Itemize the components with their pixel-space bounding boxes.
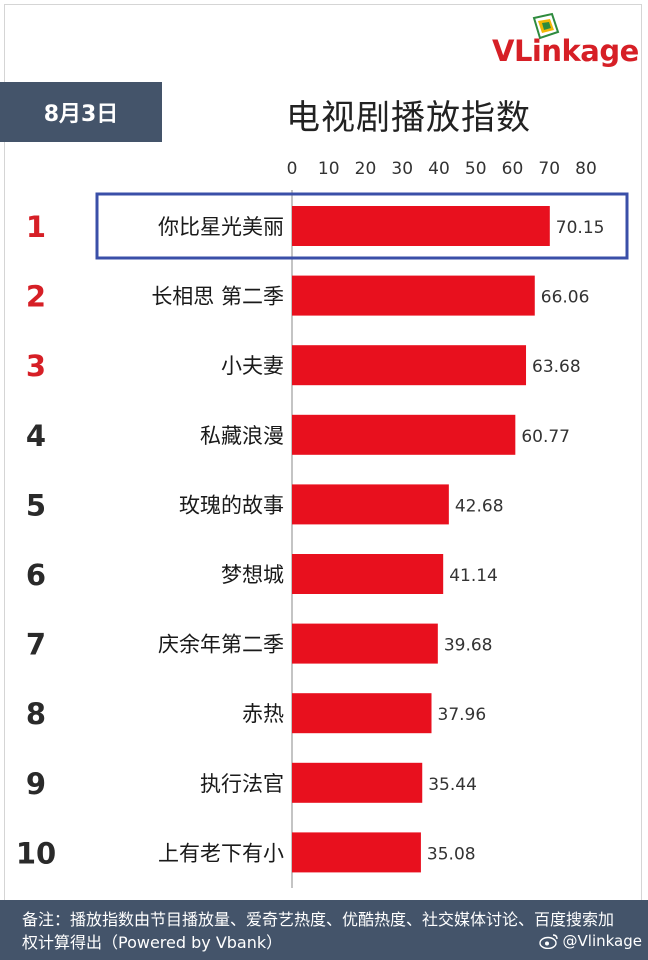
rank-number: 8 (26, 697, 46, 731)
category-label: 梦想城 (221, 563, 284, 587)
value-label: 70.15 (556, 218, 605, 238)
x-tick-label: 60 (502, 159, 524, 179)
weibo-watermark: @Vlinkage (538, 932, 642, 950)
category-label: 小夫妻 (221, 354, 284, 378)
bar (292, 832, 421, 873)
x-tick-label: 50 (465, 159, 487, 179)
rank-number: 3 (26, 349, 46, 383)
bar (292, 275, 535, 316)
x-tick-label: 70 (538, 159, 560, 179)
value-label: 35.08 (427, 844, 476, 864)
x-tick-label: 20 (355, 159, 377, 179)
category-label: 长相思 第二季 (151, 285, 284, 309)
date-badge: 8月3日 (0, 82, 162, 142)
chart-title: 电视剧播放指数 (286, 98, 531, 138)
bar (292, 484, 449, 525)
footer-note: 备注：播放指数由节目播放量、爱奇艺热度、优酷热度、社交媒体讨论、百度搜索加权计算… (0, 900, 648, 960)
value-label: 41.14 (449, 566, 498, 586)
bar (292, 693, 432, 734)
x-tick-label: 40 (428, 159, 450, 179)
bar (292, 345, 527, 386)
bar (292, 554, 444, 594)
category-label: 私藏浪漫 (200, 424, 284, 448)
value-label: 39.68 (444, 636, 493, 656)
x-tick-label: 0 (287, 159, 298, 179)
bar-chart: 0 10 20 30 40 50 60 70 80 1 你比星光美丽 70.15 2 长相思 第二季 66.… (16, 159, 629, 888)
vlinkage-logo: VLinkage (492, 12, 642, 72)
x-tick-label: 10 (318, 159, 340, 179)
value-label: 37.96 (438, 705, 487, 725)
logo-mark-icon (532, 12, 560, 40)
value-label: 42.68 (455, 496, 504, 516)
category-label: 执行法官 (200, 772, 284, 796)
footer-note-text: 备注：播放指数由节目播放量、爱奇艺热度、优酷热度、社交媒体讨论、百度搜索加权计算… (22, 910, 615, 952)
logo-text: VLinkage (492, 34, 639, 68)
bar (292, 206, 550, 246)
value-label: 66.06 (541, 288, 590, 308)
x-tick-label: 80 (575, 159, 597, 179)
rank-number: 4 (26, 419, 46, 453)
rank-number: 7 (26, 628, 46, 662)
category-label: 玫瑰的故事 (179, 493, 284, 517)
x-tick-label: 30 (391, 159, 413, 179)
weibo-icon (538, 934, 558, 949)
bar (292, 414, 516, 455)
highlight-box (95, 192, 629, 260)
value-label: 63.68 (532, 357, 581, 377)
rank-number: 2 (26, 280, 46, 314)
category-label: 赤热 (242, 702, 284, 726)
value-label: 35.44 (428, 775, 477, 795)
rank-number: 1 (26, 210, 46, 244)
rank-number: 6 (26, 558, 46, 592)
watermark-text: @Vlinkage (562, 932, 642, 950)
category-label: 上有老下有小 (158, 841, 284, 865)
category-label: 庆余年第二季 (158, 633, 284, 657)
category-label: 你比星光美丽 (158, 215, 284, 239)
bar (292, 762, 423, 803)
rank-number: 10 (16, 836, 56, 870)
value-label: 60.77 (521, 427, 570, 447)
rank-number: 9 (26, 767, 46, 801)
bar (292, 623, 438, 664)
rank-number: 5 (26, 488, 46, 522)
